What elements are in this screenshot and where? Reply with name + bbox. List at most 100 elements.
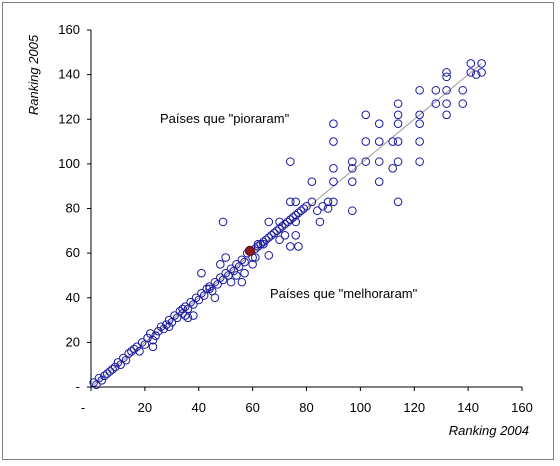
data-point	[148, 335, 158, 345]
data-point	[237, 255, 247, 265]
data-point	[415, 85, 424, 95]
data-point	[471, 70, 481, 79]
data-point	[175, 306, 185, 316]
y-tick-label: -	[76, 379, 80, 394]
data-point	[259, 239, 268, 249]
y-tick-label: 80	[66, 201, 80, 216]
data-point	[393, 110, 403, 120]
y-axis-label: Ranking 2005	[26, 34, 41, 115]
data-point	[264, 217, 274, 227]
data-point	[218, 217, 228, 227]
chart-frame	[2, 2, 554, 460]
y-tick-label: 140	[58, 67, 80, 82]
data-point	[105, 367, 115, 376]
data-point	[221, 268, 230, 278]
data-point	[307, 197, 317, 207]
data-point	[183, 313, 193, 323]
data-point	[170, 311, 179, 320]
data-point	[361, 110, 371, 120]
data-point	[347, 206, 357, 216]
data-point	[286, 242, 295, 251]
y-tick-label: 160	[58, 22, 80, 37]
data-point	[329, 197, 338, 207]
axis-labels: Ranking 2004 Ranking 2005	[26, 34, 529, 438]
data-point	[312, 206, 322, 216]
data-point	[226, 264, 236, 274]
highlight-point	[244, 245, 256, 256]
data-point	[151, 331, 160, 340]
data-point	[323, 197, 333, 207]
data-point	[232, 271, 241, 280]
data-point	[347, 164, 357, 173]
data-point	[216, 273, 225, 282]
data-point	[237, 277, 247, 287]
data-point	[329, 119, 338, 129]
data-point	[164, 322, 174, 332]
data-point	[458, 99, 468, 108]
data-point	[280, 230, 290, 240]
data-point	[102, 369, 112, 378]
y-tick-label: 100	[58, 156, 80, 171]
data-point	[202, 284, 212, 294]
data-point	[299, 204, 309, 213]
x-tick-label: 60	[245, 400, 259, 415]
data-point	[162, 320, 171, 329]
data-point	[108, 364, 117, 374]
data-point	[210, 277, 220, 287]
data-point	[113, 358, 123, 367]
data-point	[267, 230, 276, 240]
data-point	[415, 119, 424, 129]
data-point	[251, 253, 260, 262]
annotation-worsened: Países que "pioraram"	[160, 111, 290, 126]
data-point	[129, 344, 139, 354]
data-point	[256, 239, 266, 249]
data-point	[458, 85, 468, 95]
data-point	[329, 177, 338, 187]
data-point	[240, 257, 249, 267]
data-point	[186, 297, 195, 307]
data-point	[253, 239, 263, 249]
data-point	[294, 242, 303, 251]
data-point	[296, 206, 306, 216]
data-point	[124, 349, 134, 358]
data-point	[347, 157, 357, 166]
data-point	[210, 293, 220, 303]
data-point	[264, 251, 274, 260]
data-point	[159, 324, 169, 334]
data-point	[442, 68, 451, 77]
data-point	[191, 293, 201, 303]
data-point	[466, 59, 476, 68]
data-point	[291, 217, 301, 227]
annotations: Países que "pioraram" Países que "melhor…	[160, 111, 418, 301]
x-tick-label: 80	[299, 400, 313, 415]
data-point	[226, 277, 236, 287]
data-point	[143, 333, 152, 343]
data-point	[261, 235, 271, 245]
data-point	[361, 157, 371, 166]
data-point	[393, 119, 403, 129]
data-point	[164, 315, 174, 325]
data-point	[374, 177, 384, 187]
x-tick-label: 120	[403, 400, 425, 415]
data-point	[315, 217, 325, 227]
data-point	[393, 137, 403, 146]
data-point	[294, 208, 303, 218]
data-point	[442, 110, 451, 120]
data-point	[286, 157, 295, 166]
data-point	[154, 326, 163, 336]
data-point	[307, 177, 317, 187]
data-point	[197, 288, 206, 298]
data-point	[361, 137, 371, 146]
x-axis-label: Ranking 2004	[449, 423, 529, 438]
data-point	[393, 99, 403, 108]
x-tick-label: 100	[350, 400, 372, 415]
data-point	[110, 362, 120, 372]
data-point	[442, 99, 451, 108]
y-tick-label: 120	[58, 111, 80, 126]
data-point	[232, 259, 241, 269]
data-point	[216, 259, 225, 269]
data-point	[286, 197, 295, 207]
x-tick-label: 20	[138, 400, 152, 415]
data-point	[148, 342, 158, 352]
